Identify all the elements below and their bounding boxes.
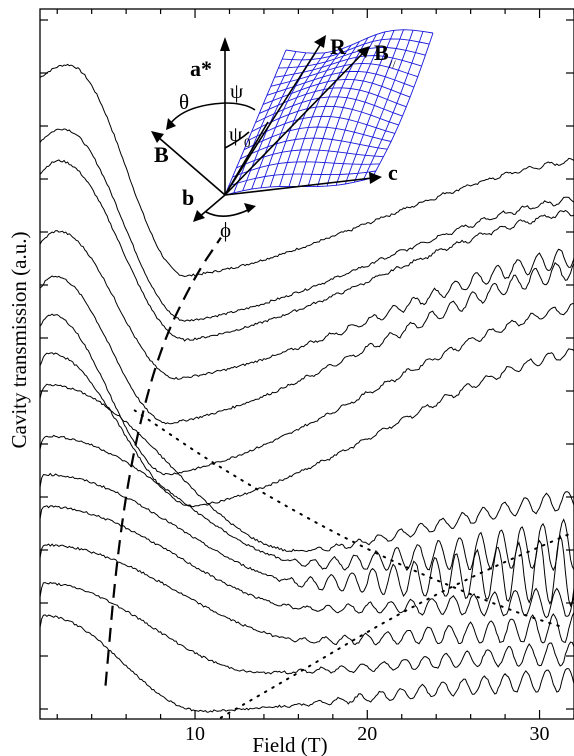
orientation-inset: a* R B // θ ψ ψ 0 B c b ϕ <box>151 29 434 242</box>
series-line <box>39 159 574 342</box>
b-arrowhead <box>193 210 205 222</box>
series-line <box>39 472 574 608</box>
inset-projection-line <box>224 121 269 196</box>
series-line <box>39 581 574 675</box>
x-tick-label: 30 <box>530 723 550 745</box>
series-line <box>39 261 574 425</box>
Bpar-arrowhead <box>357 46 370 58</box>
mesh-line <box>371 32 434 179</box>
series-line <box>39 348 574 508</box>
inset-psi-arc <box>224 102 256 111</box>
inset-label-theta: θ <box>179 90 189 114</box>
tick-layer: 10 20 30 <box>40 9 574 745</box>
x-tick-label: 20 <box>357 723 377 745</box>
inset-label-c: c <box>388 160 398 185</box>
mesh-line <box>266 70 415 96</box>
inset-label-a-star: a* <box>190 56 212 81</box>
mesh-line <box>307 37 369 187</box>
mesh-line <box>274 55 422 78</box>
series-line <box>39 303 574 476</box>
inset-b-axis <box>197 194 226 219</box>
series-line <box>39 543 574 646</box>
inset-psi0-arc <box>224 131 250 149</box>
mesh-line <box>270 62 418 87</box>
dotted-guide-line <box>219 531 574 719</box>
a-star-arrowhead <box>220 37 230 51</box>
series-line <box>39 128 574 322</box>
series-line <box>39 230 574 380</box>
guide-layer <box>104 236 574 719</box>
x-tick-label: 10 <box>185 723 205 745</box>
inset-R-vector <box>224 41 323 196</box>
series-line <box>39 434 574 572</box>
y-axis-label: Cavity transmission (a.u.) <box>7 232 31 449</box>
inset-theta-arc <box>169 102 226 125</box>
mesh-line <box>353 30 414 183</box>
phi-arrowhead <box>244 203 256 213</box>
inset-label-phi: ϕ <box>220 218 231 242</box>
inset-label-b: b <box>182 185 194 210</box>
series-line <box>39 614 574 713</box>
dashed-guide-line <box>104 236 222 686</box>
inset-Bpar-vector <box>224 51 365 196</box>
inset-B-vector <box>157 136 226 196</box>
inset-surface-mesh <box>224 29 434 196</box>
mesh-line <box>285 29 434 54</box>
B-arrowhead <box>151 131 164 143</box>
inset-label-R: R <box>330 34 347 59</box>
mesh-line <box>255 96 403 123</box>
R-arrowhead <box>314 35 326 48</box>
theta-arrowhead <box>166 118 176 130</box>
x-axis-label: Field (T) <box>252 733 327 756</box>
series-line <box>39 383 574 553</box>
mesh-line <box>362 31 424 181</box>
inset-label-psi0: ψ <box>229 122 242 146</box>
series-layer <box>39 63 574 713</box>
inset-label-Bpar-sub: // <box>389 57 396 71</box>
mesh-line <box>335 30 395 186</box>
inset-label-B: B <box>154 142 169 167</box>
inset-label-psi0-sub: 0 <box>244 135 251 150</box>
mesh-line <box>282 38 430 61</box>
inset-label-Bpar: B <box>374 40 389 65</box>
mesh-line <box>326 31 386 187</box>
series-line <box>39 63 574 278</box>
inset-label-psi: ψ <box>230 79 243 103</box>
mesh-line <box>278 47 426 69</box>
series-line <box>39 505 574 619</box>
plot-frame <box>39 8 574 720</box>
mesh-line <box>344 29 404 185</box>
inset-c-axis <box>224 177 373 196</box>
c-arrowhead <box>369 172 382 184</box>
